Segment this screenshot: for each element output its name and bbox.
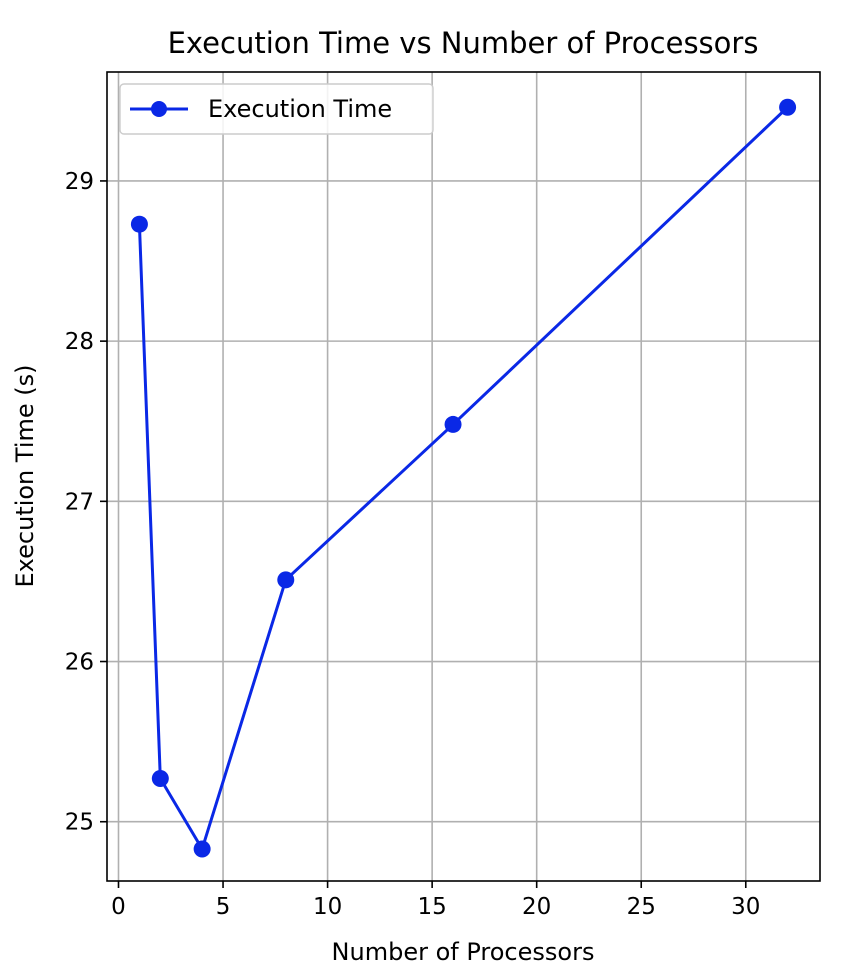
grid bbox=[107, 72, 820, 881]
x-tick-label: 15 bbox=[417, 894, 446, 920]
plot-frame bbox=[106, 71, 821, 882]
series-layer bbox=[130, 98, 797, 858]
y-tick-label: 25 bbox=[65, 810, 94, 836]
chart-title: Execution Time vs Number of Processors bbox=[168, 26, 759, 60]
x-tick-label: 25 bbox=[627, 894, 656, 920]
data-point bbox=[151, 769, 169, 787]
x-axis-label: Number of Processors bbox=[332, 938, 595, 966]
x-tick-label: 10 bbox=[313, 894, 342, 920]
y-tick-label: 28 bbox=[65, 329, 94, 355]
data-point bbox=[193, 840, 211, 858]
x-tick-label: 20 bbox=[522, 894, 551, 920]
ticks: 0 5 10 15 20 25 30 25 26 27 28 29 bbox=[65, 169, 761, 920]
data-point bbox=[444, 415, 462, 433]
y-tick-label: 26 bbox=[65, 650, 94, 676]
y-axis-label: Execution Time (s) bbox=[11, 365, 39, 588]
legend-box bbox=[119, 83, 434, 135]
y-tick-label: 27 bbox=[65, 489, 94, 515]
y-tick-label: 29 bbox=[65, 169, 94, 195]
legend-marker bbox=[151, 101, 167, 117]
data-point bbox=[779, 98, 797, 116]
legend-label: Execution Time bbox=[208, 95, 392, 123]
x-tick-label: 30 bbox=[731, 894, 760, 920]
x-tick-label: 5 bbox=[216, 894, 231, 920]
data-point bbox=[277, 571, 295, 589]
legend: Execution Time bbox=[119, 83, 434, 135]
series-line bbox=[137, 106, 789, 851]
data-point bbox=[130, 215, 148, 233]
x-tick-label: 0 bbox=[111, 894, 126, 920]
